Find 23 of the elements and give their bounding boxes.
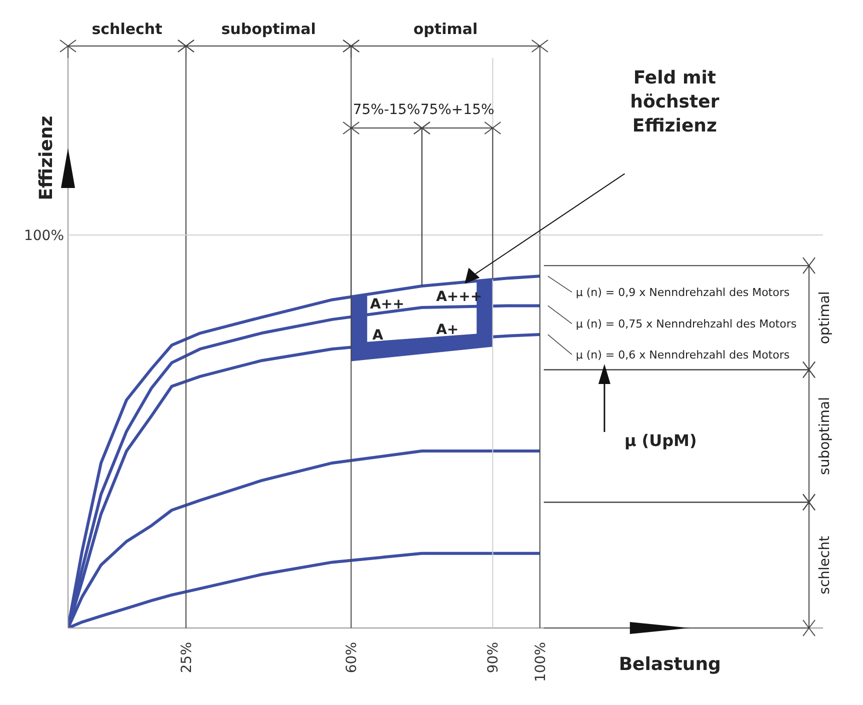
- x-tick-label: 25%: [178, 642, 195, 674]
- y-axis-title: Effizienz: [36, 116, 57, 200]
- text: schlecht: [92, 20, 162, 38]
- annotation: A: [372, 327, 384, 344]
- text: μ (n) = 0,75 x Nenndrehzahl des Motors: [576, 318, 797, 331]
- x-tick-label: 60%: [344, 642, 360, 674]
- annotation: μ (UpM): [624, 430, 697, 450]
- text: suboptimal: [221, 20, 316, 38]
- text: 75%+15%: [420, 102, 494, 118]
- text: optimal: [413, 20, 478, 38]
- annotation: A+: [436, 322, 459, 338]
- text: μ (n) = 0,6 x Nenndrehzahl des Motors: [576, 348, 790, 362]
- annotation: schlecht: [817, 535, 833, 594]
- text: 75%-15%: [352, 102, 420, 118]
- annotation: suboptimal: [817, 396, 833, 475]
- annotation: optimal: [817, 291, 833, 344]
- x-tick-label: 100%: [532, 642, 549, 682]
- x-tick-label: 90%: [486, 642, 502, 674]
- annotation: A++: [370, 296, 404, 312]
- x-axis-title: Belastung: [618, 654, 721, 675]
- text: μ (n) = 0,9 x Nenndrehzahl des Motors: [576, 286, 790, 300]
- text: Feld mit höchster Effizienz: [630, 68, 720, 137]
- text: 100%: [24, 228, 64, 244]
